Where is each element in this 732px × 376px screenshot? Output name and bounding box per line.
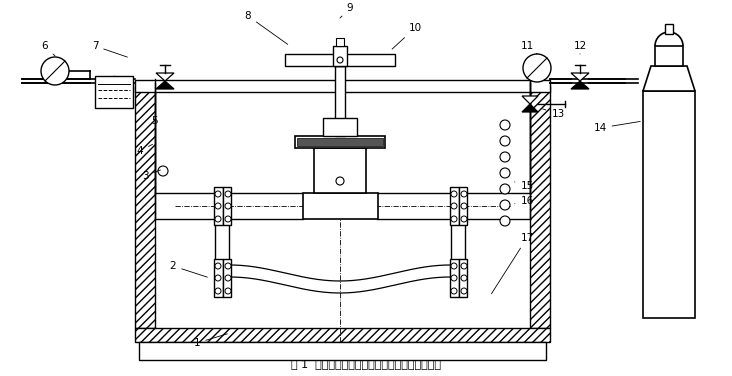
Polygon shape (643, 66, 695, 91)
Bar (135, 80, 550, 92)
Polygon shape (571, 73, 589, 81)
Circle shape (215, 288, 221, 294)
Bar (95, 76, 133, 108)
Circle shape (225, 288, 231, 294)
Circle shape (215, 216, 221, 222)
Circle shape (461, 275, 467, 281)
Circle shape (451, 275, 457, 281)
Circle shape (461, 216, 467, 222)
Circle shape (225, 263, 231, 269)
Bar (297, 138, 383, 146)
Circle shape (500, 184, 510, 194)
Polygon shape (571, 81, 589, 89)
Bar (450, 259, 459, 297)
Circle shape (225, 203, 231, 209)
Bar (285, 54, 395, 66)
Bar (530, 86, 550, 328)
Text: 12: 12 (573, 41, 586, 54)
Text: 16: 16 (515, 196, 534, 206)
Text: 13: 13 (542, 109, 564, 119)
Bar (135, 328, 550, 342)
Text: 8: 8 (244, 11, 288, 44)
Circle shape (451, 263, 457, 269)
Text: 6: 6 (42, 41, 55, 56)
Circle shape (158, 166, 168, 176)
Bar (333, 46, 347, 66)
Bar (323, 118, 357, 136)
Circle shape (500, 216, 510, 226)
Circle shape (461, 288, 467, 294)
Bar (655, 46, 683, 66)
Text: 2: 2 (170, 261, 207, 277)
Text: 7: 7 (92, 41, 127, 57)
Circle shape (225, 275, 231, 281)
Bar (336, 38, 344, 46)
Circle shape (500, 168, 510, 178)
Circle shape (500, 152, 510, 162)
Circle shape (451, 216, 457, 222)
Circle shape (215, 203, 221, 209)
Text: 9: 9 (340, 3, 354, 18)
Bar (459, 187, 467, 225)
Text: 14: 14 (594, 121, 640, 133)
Text: 4: 4 (137, 144, 152, 156)
Circle shape (500, 200, 510, 210)
Circle shape (215, 275, 221, 281)
Bar (303, 193, 378, 219)
Polygon shape (156, 81, 174, 89)
Bar (643, 91, 695, 318)
Text: 15: 15 (515, 181, 534, 191)
Text: 5: 5 (152, 116, 158, 126)
Polygon shape (522, 104, 538, 112)
Text: 11: 11 (520, 41, 537, 54)
Circle shape (337, 57, 343, 63)
Circle shape (41, 57, 69, 85)
Circle shape (461, 263, 467, 269)
Text: 3: 3 (142, 170, 160, 181)
Bar (135, 86, 155, 328)
Circle shape (451, 288, 457, 294)
Text: 图 1  液化天然气用阀门低温性能试验装置示意图: 图 1 液化天然气用阀门低温性能试验装置示意图 (291, 359, 441, 369)
Bar (139, 342, 546, 360)
Circle shape (461, 203, 467, 209)
Bar (223, 259, 231, 297)
Text: 10: 10 (392, 23, 422, 49)
Circle shape (336, 177, 344, 185)
Circle shape (500, 120, 510, 130)
Bar (450, 187, 459, 225)
Text: 1: 1 (194, 334, 228, 348)
Bar (223, 187, 231, 225)
Circle shape (215, 263, 221, 269)
Bar (665, 24, 673, 34)
Circle shape (461, 191, 467, 197)
Circle shape (451, 191, 457, 197)
Circle shape (523, 54, 551, 82)
Bar (214, 259, 223, 297)
Circle shape (500, 136, 510, 146)
Text: 17: 17 (491, 233, 534, 294)
Polygon shape (522, 96, 538, 104)
Circle shape (451, 203, 457, 209)
Bar (459, 259, 467, 297)
Bar (335, 66, 345, 136)
Circle shape (225, 191, 231, 197)
Bar (214, 187, 223, 225)
Polygon shape (156, 73, 174, 81)
Circle shape (215, 191, 221, 197)
Circle shape (225, 216, 231, 222)
Bar (295, 136, 385, 148)
Bar (314, 148, 366, 193)
